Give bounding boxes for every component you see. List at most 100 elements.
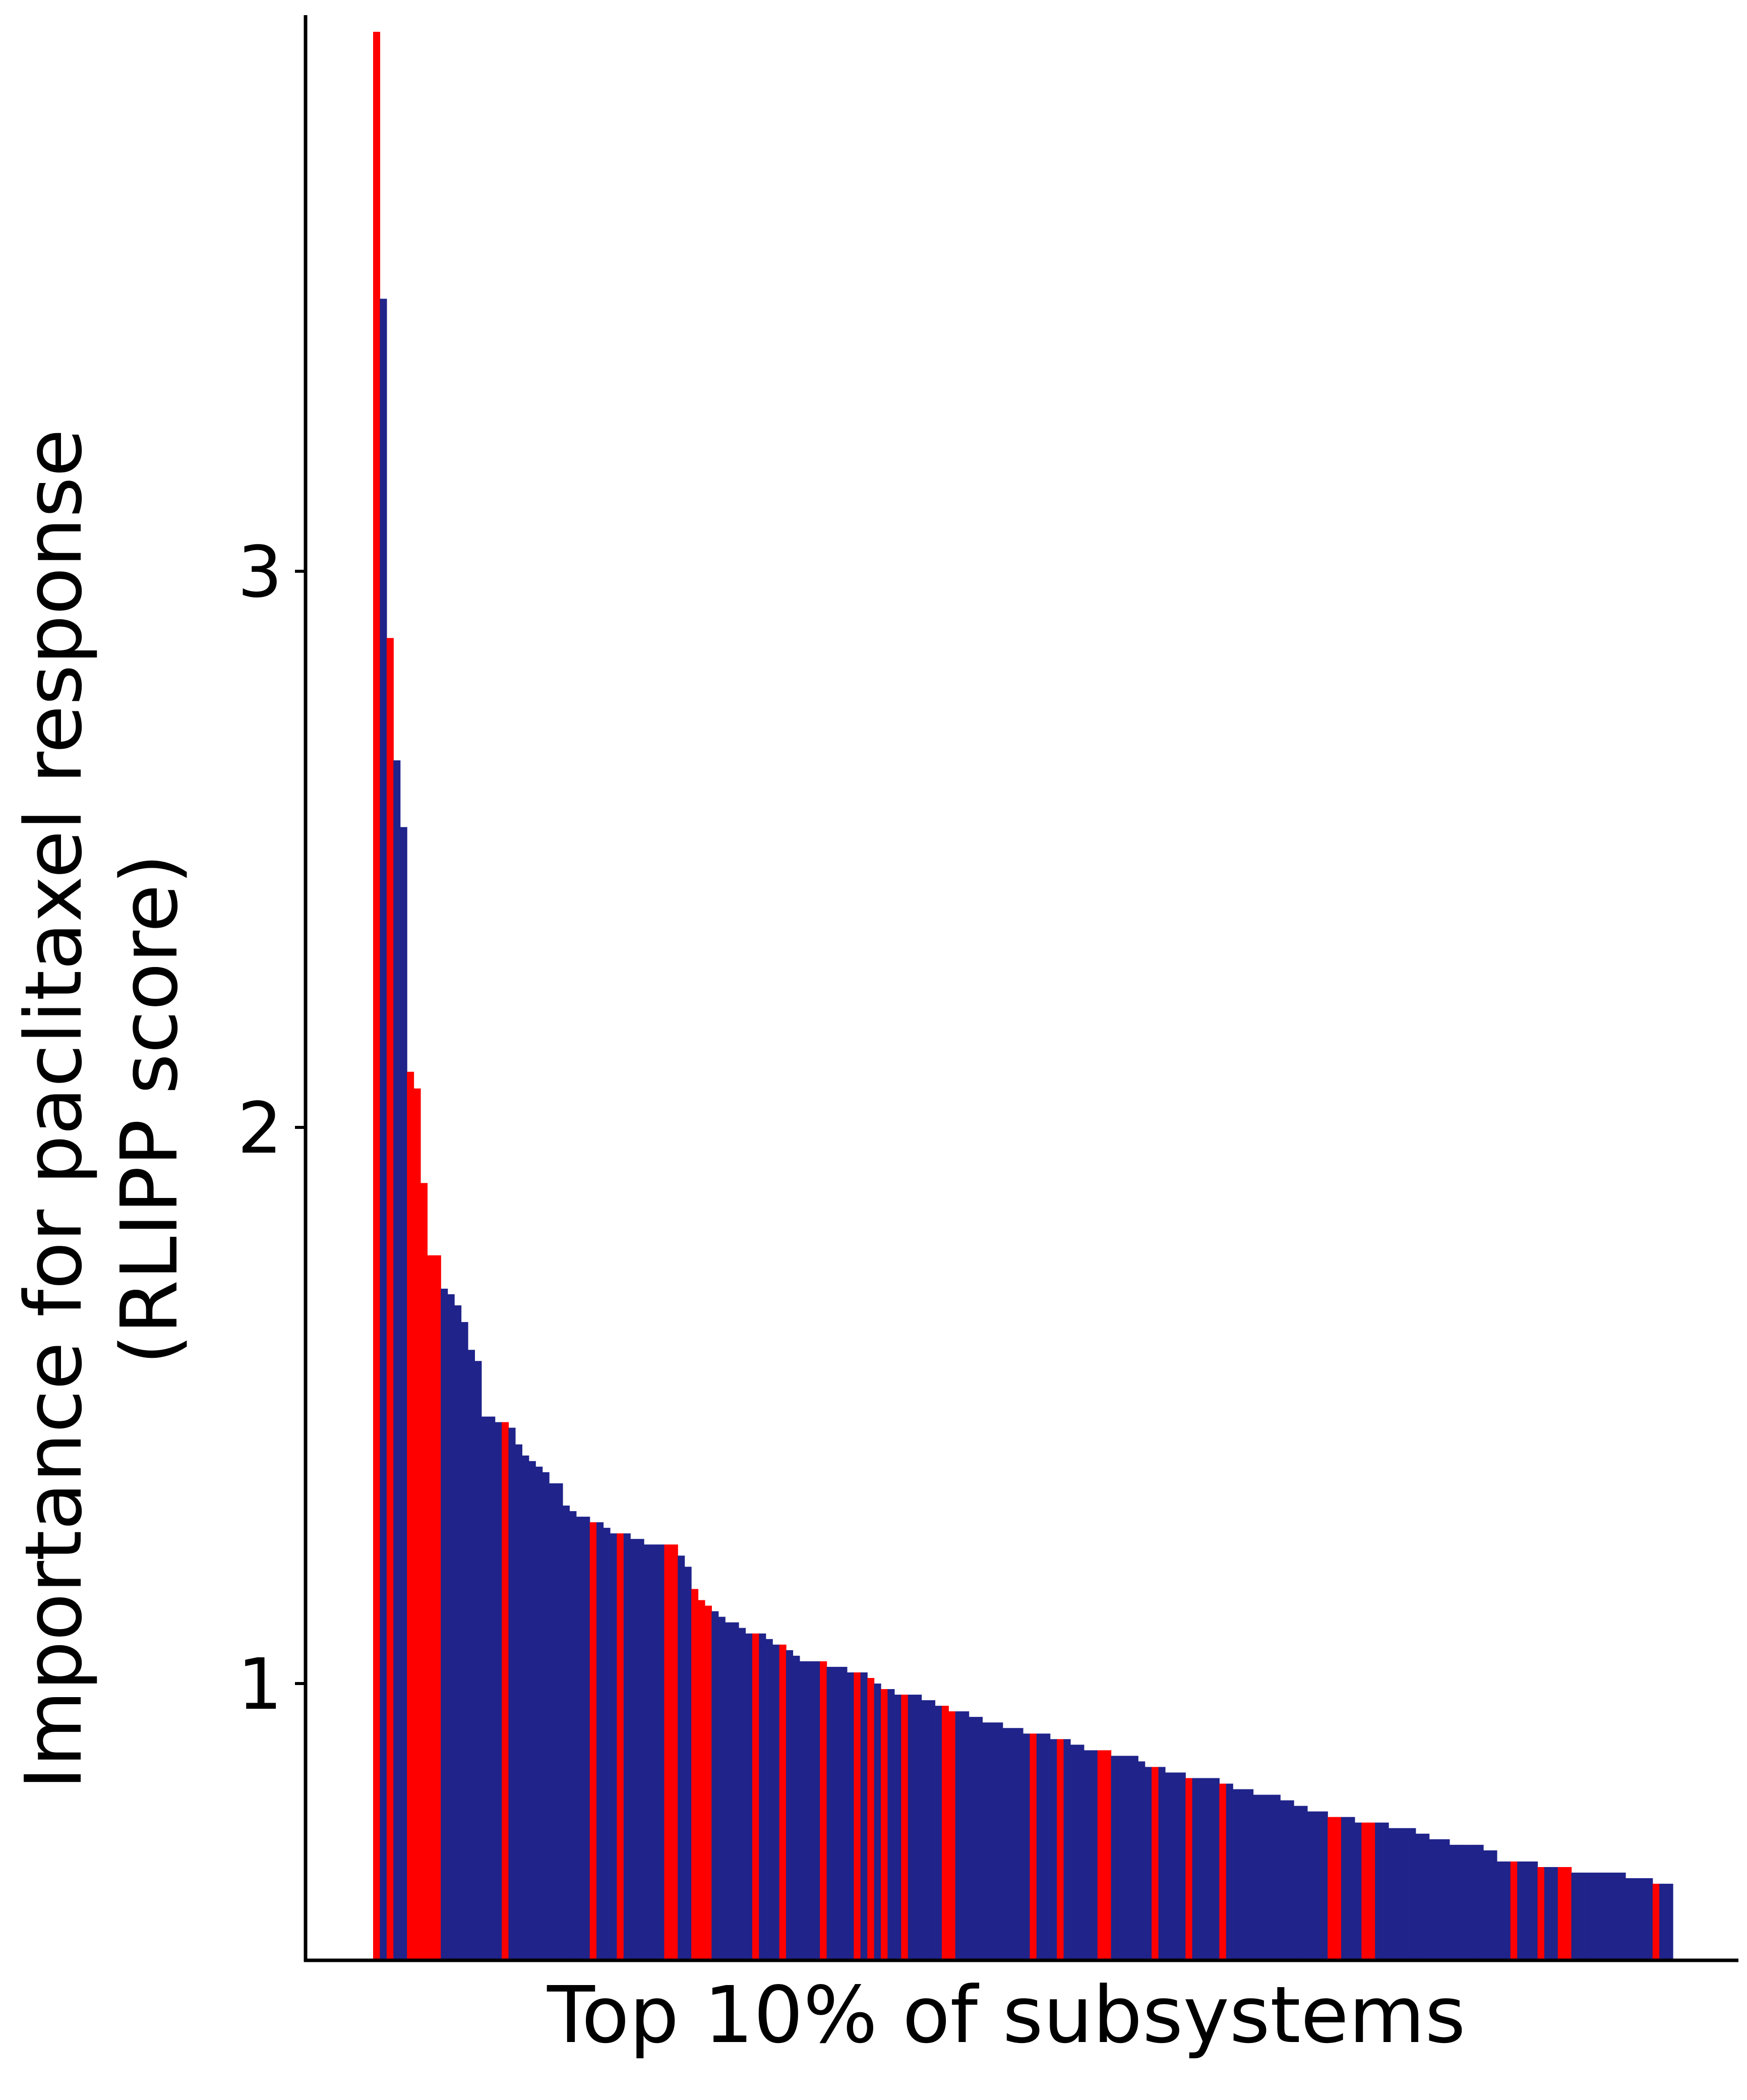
bar xyxy=(1273,1794,1281,1960)
bar-highlighted xyxy=(854,1672,861,1960)
bar xyxy=(441,1288,448,1960)
bar xyxy=(1111,1756,1118,1960)
bar xyxy=(1524,1861,1531,1960)
bar-highlighted xyxy=(386,638,394,1961)
y-tick-label: 3 xyxy=(237,531,282,614)
bar xyxy=(833,1666,841,1960)
bar xyxy=(603,1528,611,1960)
bars-group xyxy=(373,32,1673,1961)
bar xyxy=(1646,1878,1653,1960)
bar-highlighted xyxy=(427,1255,435,1960)
bar xyxy=(1083,1750,1091,1960)
bar xyxy=(921,1700,929,1960)
bar xyxy=(1144,1767,1152,1960)
bar xyxy=(711,1611,719,1960)
bar xyxy=(1036,1733,1044,1960)
bar xyxy=(1348,1817,1355,1960)
bar xyxy=(739,1628,746,1960)
bar xyxy=(1605,1873,1612,1960)
bar xyxy=(1591,1873,1599,1960)
bar xyxy=(644,1544,651,1960)
bar-highlighted xyxy=(820,1661,827,1960)
bar xyxy=(1618,1873,1626,1960)
bar xyxy=(1077,1745,1085,1960)
y-axis-title-line-1: Importance for paclitaxel response xyxy=(8,429,99,1789)
bar xyxy=(1375,1822,1382,1960)
bar xyxy=(745,1633,753,1960)
bar xyxy=(556,1483,563,1960)
bar-highlighted xyxy=(704,1605,712,1960)
bar xyxy=(1571,1873,1579,1960)
bar xyxy=(894,1695,901,1960)
bar xyxy=(1578,1873,1586,1960)
bar-highlighted xyxy=(1219,1783,1227,1960)
bar xyxy=(1449,1844,1457,1960)
bar-highlighted xyxy=(502,1422,509,1960)
bar xyxy=(1436,1839,1443,1960)
bar-highlighted xyxy=(1368,1822,1375,1960)
bar xyxy=(1496,1861,1504,1960)
bar xyxy=(874,1684,881,1960)
bar xyxy=(1402,1828,1409,1960)
bar xyxy=(799,1661,807,1960)
bar xyxy=(1659,1884,1667,1960)
bar xyxy=(772,1644,780,1960)
bar xyxy=(1138,1761,1146,1960)
x-axis-title: Top 10% of subsystems xyxy=(547,1969,1466,2061)
bar xyxy=(1639,1878,1646,1960)
bar xyxy=(630,1539,638,1960)
bar-highlighted xyxy=(1097,1750,1105,1960)
bar xyxy=(1517,1861,1525,1960)
bar xyxy=(1409,1828,1416,1960)
bar xyxy=(793,1655,800,1960)
bar xyxy=(1463,1844,1470,1960)
bar-highlighted xyxy=(881,1689,888,1960)
bar xyxy=(908,1695,915,1960)
bar xyxy=(1131,1756,1138,1960)
bar xyxy=(678,1555,685,1960)
bar xyxy=(1239,1789,1247,1960)
bar xyxy=(684,1567,692,1960)
bar xyxy=(813,1661,820,1960)
bar-highlighted xyxy=(434,1255,441,1960)
bar-highlighted xyxy=(1564,1867,1572,1960)
bar xyxy=(732,1622,739,1960)
bar xyxy=(488,1416,496,1960)
bar-highlighted xyxy=(752,1633,759,1960)
bar-highlighted xyxy=(1361,1822,1369,1960)
bar-highlighted xyxy=(1652,1884,1660,1960)
bar xyxy=(1009,1728,1017,1960)
bar xyxy=(840,1666,848,1960)
bar xyxy=(562,1506,570,1960)
bar-highlighted xyxy=(1557,1867,1565,1960)
bar xyxy=(1429,1839,1436,1960)
bar xyxy=(887,1689,895,1960)
bar xyxy=(1625,1878,1633,1960)
bar xyxy=(481,1416,489,1960)
bar-highlighted xyxy=(671,1544,678,1960)
bar-highlighted xyxy=(1185,1778,1193,1960)
bar xyxy=(765,1639,773,1960)
bar xyxy=(400,827,407,1961)
y-ticks-group: 1 2 3 xyxy=(237,531,306,1726)
bar xyxy=(1212,1778,1220,1960)
bar-highlighted xyxy=(373,32,381,1960)
bar xyxy=(1476,1844,1484,1960)
bar-highlighted xyxy=(664,1544,672,1960)
bar xyxy=(1002,1728,1010,1960)
bar xyxy=(1287,1800,1294,1960)
bar xyxy=(1267,1794,1274,1960)
bar xyxy=(522,1455,529,1960)
bar xyxy=(1442,1839,1450,1960)
bar xyxy=(1158,1767,1166,1960)
bar-highlighted xyxy=(1328,1817,1335,1960)
bar xyxy=(515,1444,522,1960)
bar xyxy=(1632,1878,1640,1960)
bar xyxy=(1117,1756,1125,1960)
bar xyxy=(1294,1806,1301,1960)
bar xyxy=(1612,1873,1619,1960)
bar xyxy=(1503,1861,1511,1960)
bar-highlighted xyxy=(1057,1739,1064,1960)
bar xyxy=(759,1633,766,1960)
